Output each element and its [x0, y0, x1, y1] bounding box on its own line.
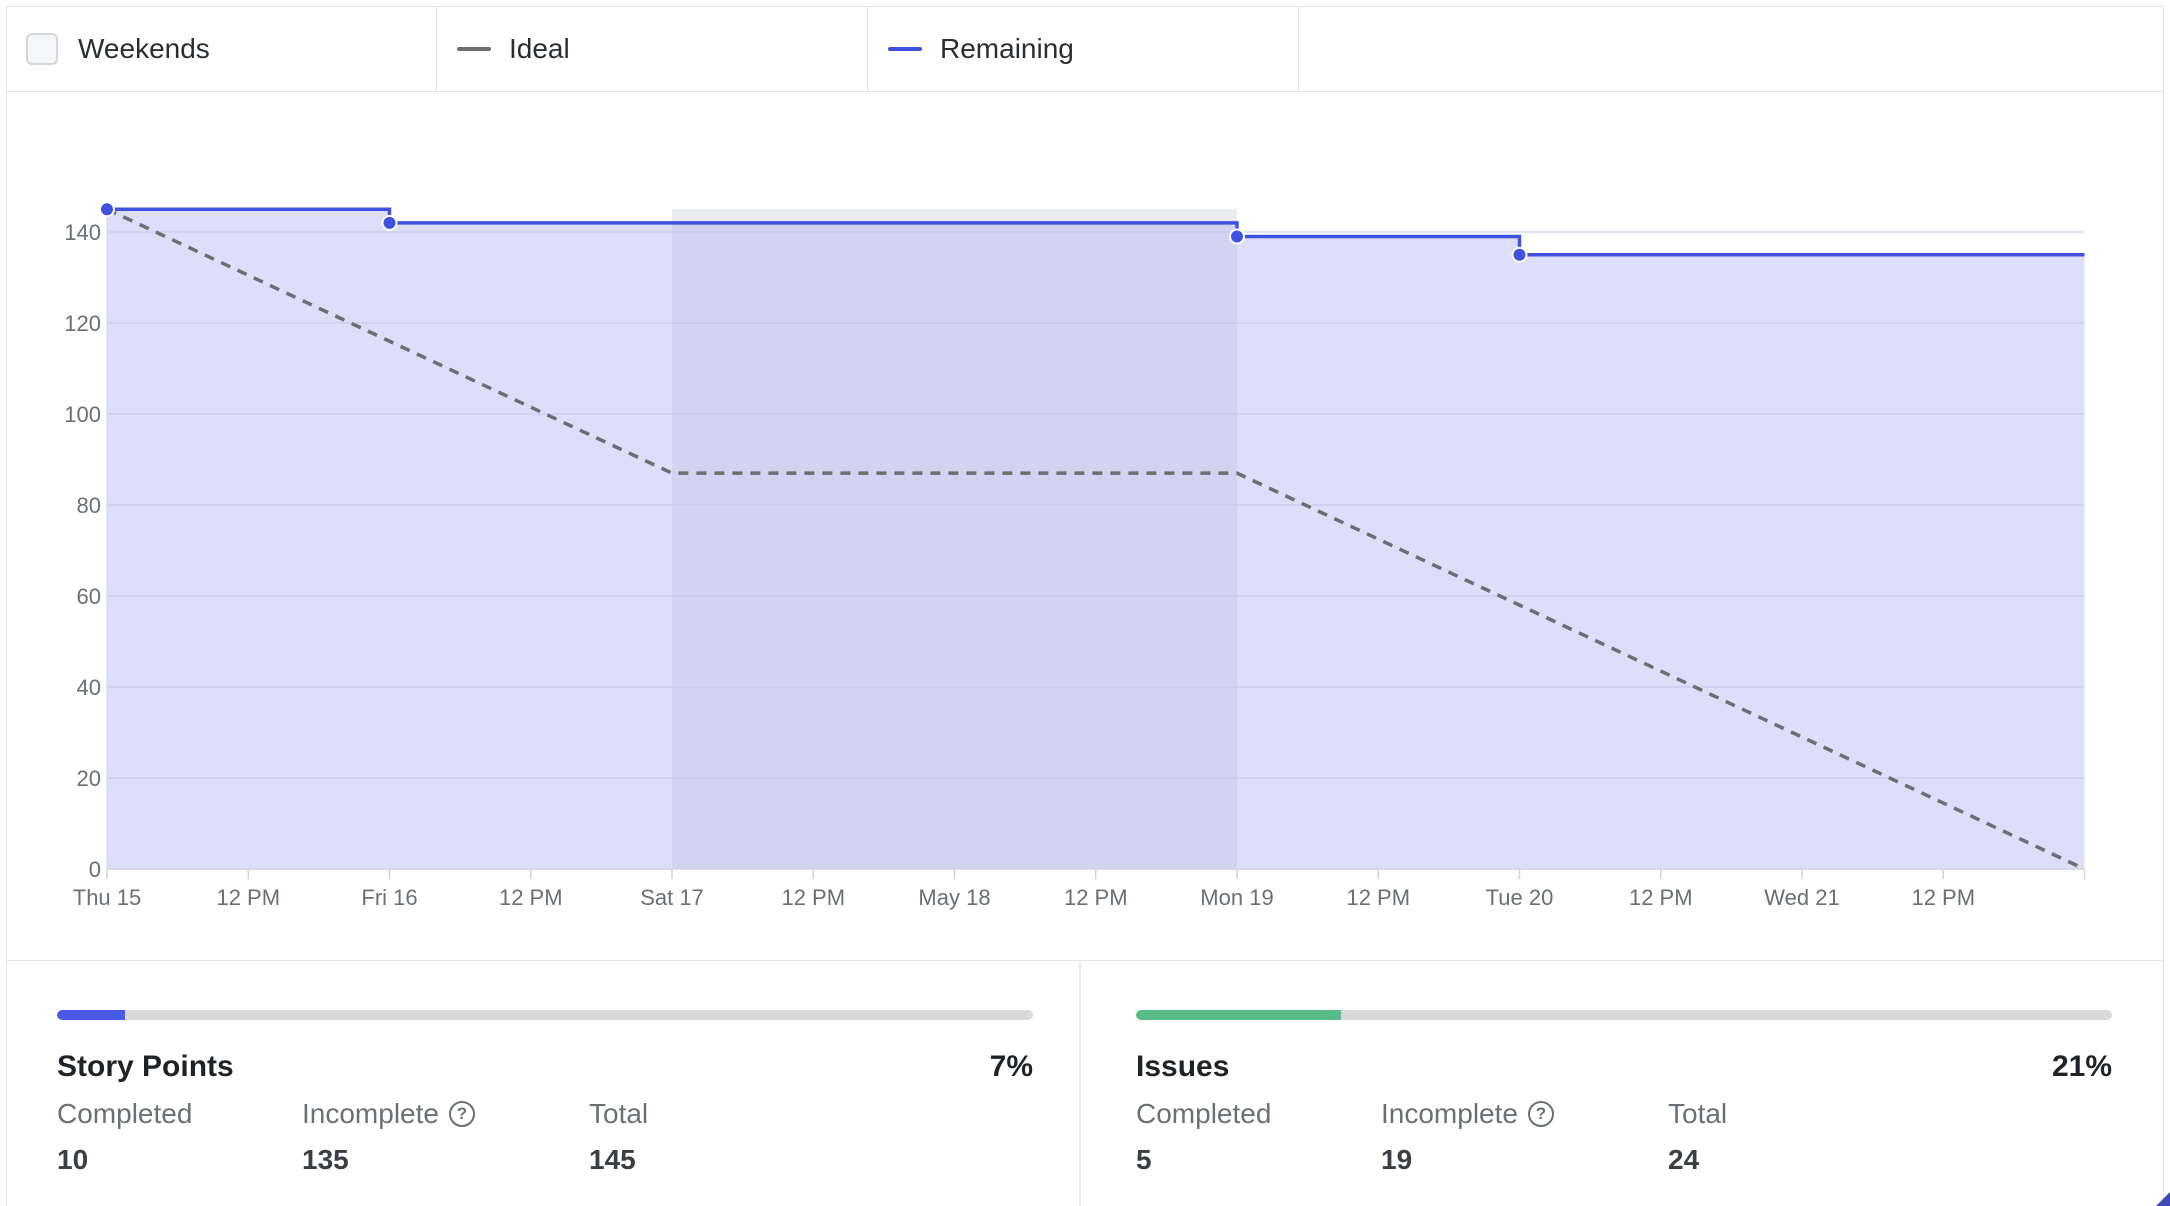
- legend-weekends[interactable]: Weekends: [6, 6, 437, 91]
- remaining-line-swatch: [888, 46, 922, 51]
- story-points-total: Total 145: [589, 1098, 648, 1176]
- remaining-point: [99, 201, 115, 218]
- issues-completed-value: 5: [1136, 1144, 1152, 1175]
- issues-total-value: 24: [1668, 1144, 1700, 1175]
- issues-completed: Completed 5: [1136, 1098, 1271, 1176]
- y-tick-label: 80: [77, 493, 101, 518]
- issues-progress-bar: [1136, 1010, 2112, 1020]
- story-points-completed-label: Completed: [57, 1098, 193, 1129]
- remaining-area: [107, 209, 2085, 869]
- x-tick-label: Thu 15: [73, 885, 142, 910]
- issues-incomplete-label: Incomplete: [1381, 1098, 1518, 1129]
- story-points-total-value: 145: [589, 1144, 636, 1175]
- chart-legend: Weekends Ideal Remaining: [6, 6, 2164, 92]
- y-tick-label: 100: [64, 402, 101, 427]
- x-tick-label: 12 PM: [1346, 885, 1410, 910]
- weekend-band: [672, 209, 1237, 869]
- x-tick-label: Mon 19: [1200, 885, 1273, 910]
- ideal-line-swatch: [457, 46, 491, 51]
- issues-incomplete: Incomplete ? 19: [1381, 1098, 1554, 1176]
- y-tick-label: 140: [64, 220, 101, 245]
- story-points-incomplete-value: 135: [302, 1144, 349, 1175]
- y-tick-label: 120: [64, 311, 101, 336]
- legend-remaining-label: Remaining: [940, 32, 1074, 64]
- y-tick-label: 60: [77, 584, 101, 609]
- legend-remaining[interactable]: Remaining: [868, 6, 1299, 91]
- issues-completed-label: Completed: [1136, 1098, 1272, 1129]
- x-tick-label: 12 PM: [1911, 885, 1975, 910]
- x-tick-label: Tue 20: [1486, 885, 1554, 910]
- summary-divider: [1079, 960, 1081, 1206]
- y-tick-label: 40: [77, 675, 101, 700]
- story-points-title: Story Points: [57, 1050, 234, 1083]
- x-tick-label: 12 PM: [1064, 885, 1128, 910]
- story-points-percent: 7%: [989, 1050, 1033, 1083]
- y-tick-label: 0: [89, 857, 101, 882]
- story-points-progress-bar: [57, 1010, 1033, 1020]
- summary-section: [6, 960, 2164, 1206]
- legend-ideal-label: Ideal: [509, 32, 570, 64]
- ideal-line: [106, 207, 2086, 871]
- resize-handle[interactable]: [2156, 1192, 2170, 1206]
- x-tick-label: Sat 17: [640, 885, 704, 910]
- story-points-completed: Completed 10: [57, 1098, 192, 1176]
- story-points-progress-fill: [57, 1010, 126, 1020]
- issues-total-label: Total: [1668, 1098, 1728, 1129]
- weekends-checkbox[interactable]: [26, 32, 58, 65]
- report-frame: [6, 6, 2164, 1206]
- issues-title: Issues: [1136, 1050, 1230, 1083]
- story-points-incomplete-label: Incomplete: [302, 1098, 439, 1129]
- x-tick-label: 12 PM: [499, 885, 563, 910]
- x-tick-label: 12 PM: [781, 885, 845, 910]
- x-tick-label: May 18: [918, 885, 990, 910]
- story-points-completed-value: 10: [57, 1144, 89, 1175]
- remaining-point: [381, 214, 398, 231]
- x-tick-label: Wed 21: [1764, 885, 1839, 910]
- x-tick-label: 12 PM: [216, 885, 280, 910]
- issues-progress-fill: [1136, 1010, 1341, 1020]
- remaining-point: [1229, 228, 1245, 245]
- help-icon[interactable]: ?: [448, 1101, 475, 1127]
- legend-weekends-label: Weekends: [78, 32, 210, 64]
- story-points-incomplete: Incomplete ? 135: [302, 1098, 475, 1176]
- issues-total: Total 24: [1668, 1098, 1727, 1176]
- x-tick-label: Fri 16: [361, 885, 417, 910]
- burndown-chart: 0 20 40 60 80 100 120 140 Thu 15 12 PM Fri 16 12 PM…: [64, 201, 2086, 910]
- remaining-point: [1511, 246, 1528, 263]
- issues-percent: 21%: [2051, 1050, 2112, 1083]
- story-points-total-label: Total: [589, 1098, 649, 1129]
- legend-ideal[interactable]: Ideal: [437, 6, 868, 91]
- help-icon[interactable]: ?: [1527, 1101, 1554, 1127]
- x-tick-label: 12 PM: [1629, 885, 1693, 910]
- y-tick-label: 20: [77, 766, 101, 791]
- issues-incomplete-value: 19: [1381, 1144, 1413, 1175]
